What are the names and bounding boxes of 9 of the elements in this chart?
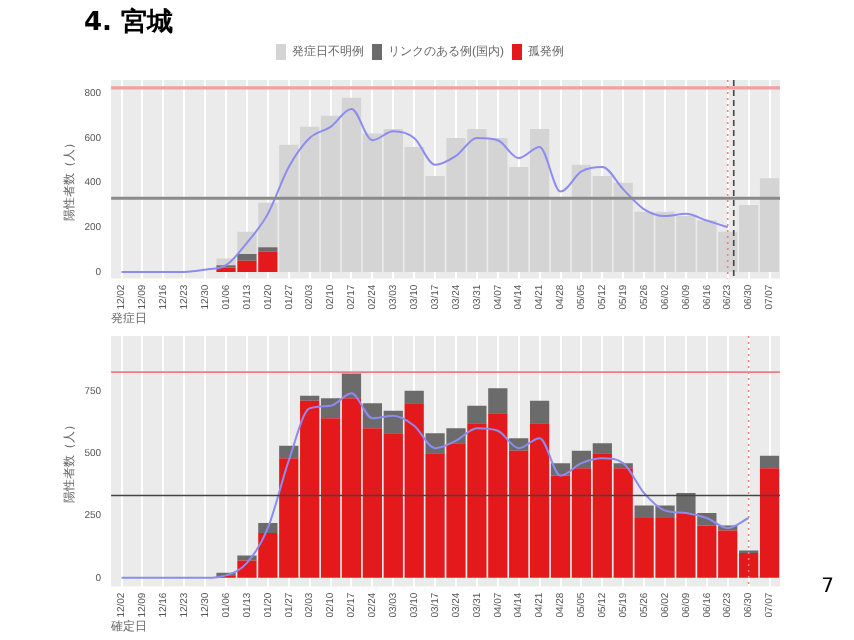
bar	[237, 254, 257, 261]
line-series	[120, 392, 750, 579]
line-series	[120, 108, 729, 273]
chart-title: 4. 宮城	[84, 5, 174, 40]
bar	[341, 373, 362, 399]
text: 7	[821, 576, 834, 598]
bar	[529, 400, 550, 424]
bar	[759, 455, 780, 469]
bar	[404, 390, 424, 404]
